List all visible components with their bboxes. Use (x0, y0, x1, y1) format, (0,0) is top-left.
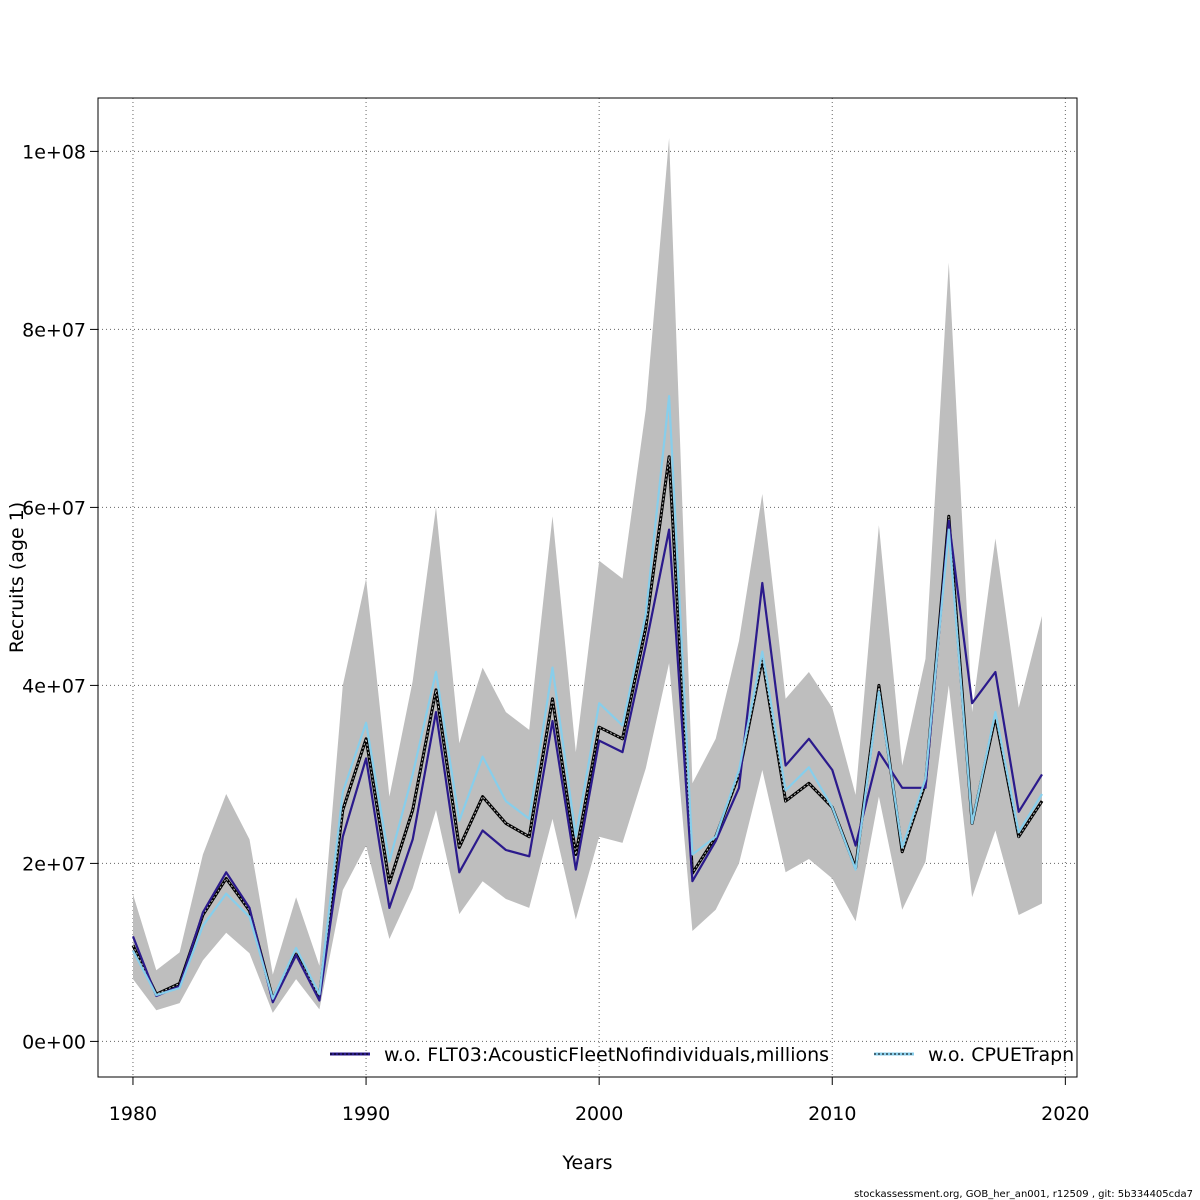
y-axis-title: Recruits (age 1) (6, 502, 28, 653)
y-tick-label: 1e+08 (22, 141, 86, 163)
x-tick-label: 1990 (342, 1103, 390, 1125)
y-tick-label: 8e+07 (22, 319, 86, 341)
legend-label-2: w.o. CPUETrapn (928, 1044, 1074, 1066)
y-tick-label: 6e+07 (22, 497, 86, 519)
x-axis-title: Years (561, 1152, 612, 1174)
x-tick-label: 2020 (1041, 1103, 1089, 1125)
legend: w.o. FLT03:AcousticFleetNofindividuals,m… (330, 1044, 1074, 1066)
y-tick-label: 4e+07 (22, 675, 86, 697)
x-axis: 1980 1990 2000 2010 2020 (109, 1077, 1090, 1125)
y-tick-label: 0e+00 (22, 1031, 86, 1053)
plot-frame (97, 97, 1078, 1078)
y-axis: 0e+00 2e+07 4e+07 6e+07 8e+07 1e+08 (22, 141, 98, 1053)
series-line-2 (132, 395, 1043, 1000)
x-tick-label: 2010 (808, 1103, 856, 1125)
footer-credit: stockassessment.org, GOB_her_an001, r125… (854, 1189, 1193, 1200)
x-tick-label: 1980 (109, 1103, 157, 1125)
series-lines (131, 395, 1044, 1004)
legend-label-1: w.o. FLT03:AcousticFleetNofindividuals,m… (384, 1044, 829, 1066)
confidence-band (133, 138, 1042, 1013)
x-tick-label: 2000 (575, 1103, 623, 1125)
y-tick-label: 2e+07 (22, 853, 86, 875)
